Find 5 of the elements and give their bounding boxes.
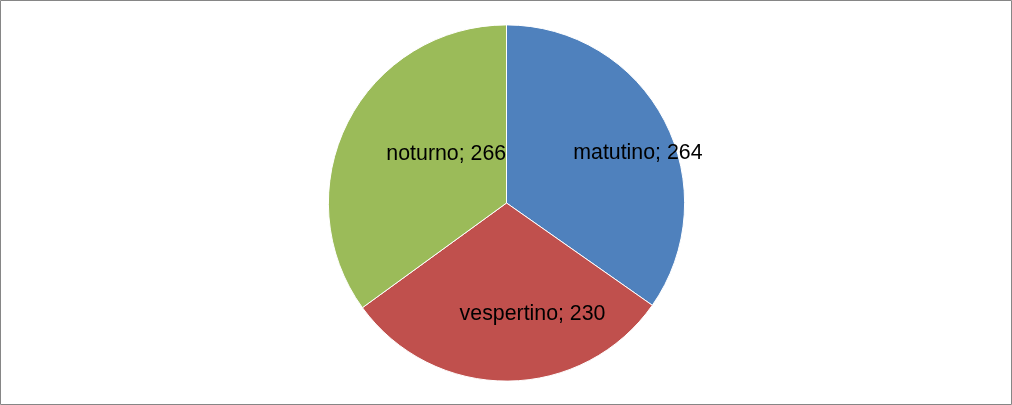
slice-label: matutino xyxy=(573,140,656,165)
data-label: ; 266 xyxy=(458,140,507,165)
data-label: ; 230 xyxy=(558,301,606,326)
slice-label: vespertino xyxy=(459,301,559,326)
slice-label: noturno xyxy=(386,140,459,165)
